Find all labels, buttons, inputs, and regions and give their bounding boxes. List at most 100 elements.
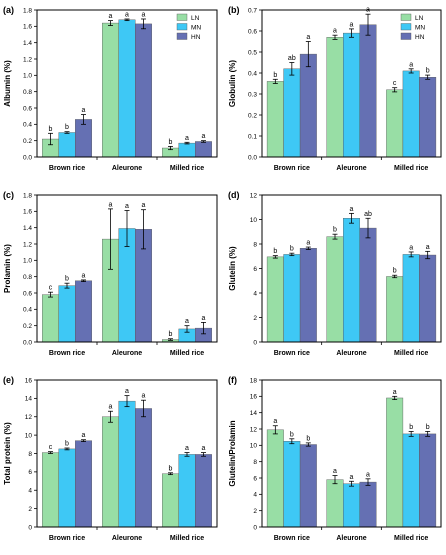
legend-label: MN [415,24,425,31]
significance-letter: ab [288,55,296,62]
y-tick-label: 4 [253,492,257,499]
significance-letter: b [426,424,430,431]
significance-letter: b [333,227,337,234]
significance-letter: a [409,244,413,251]
bar-MN-brown-rice [58,448,76,528]
bar-LN-milled-rice [386,89,404,158]
significance-letter: a [185,135,189,142]
y-tick-label: 2 [28,506,32,513]
panel-label: (a) [3,5,14,15]
x-category-label: Brown rice [274,350,310,357]
y-tick-label: 16 [250,394,258,401]
y-tick-label: 6 [253,475,257,482]
bar-LN-brown-rice [266,256,284,343]
y-tick-label: 0.8 [23,89,32,96]
bar-HN-milled-rice [195,454,212,528]
plot-frame [36,9,218,158]
y-tick-label: 1.4 [23,225,32,232]
x-category-label: Brown rice [49,535,85,542]
bar-LN-aleurone [326,236,344,343]
significance-letter: b [273,72,277,79]
significance-letter: a [273,418,277,425]
y-tick-label: 0.6 [248,28,257,35]
significance-letter: a [82,107,86,114]
bar-LN-brown-rice [266,81,284,158]
bar-LN-brown-rice [266,429,284,528]
significance-letter: a [82,272,86,279]
y-axis-label: Albumin (%) [3,60,12,107]
y-tick-label: 6 [28,469,32,476]
y-tick-label: 1.0 [23,73,32,80]
significance-letter: b [290,246,294,253]
y-tick-label: 0.8 [23,274,32,281]
bar-MN-aleurone [343,483,360,528]
bar-MN-brown-rice [58,132,76,158]
y-tick-label: 0.6 [23,105,32,112]
bar-HN-milled-rice [419,76,437,158]
y-tick-label: 10 [250,443,258,450]
bar-LN-aleurone [102,416,119,528]
y-tick-label: 10 [250,217,258,224]
legend-label: HN [415,34,425,41]
bar-HN-brown-rice [75,440,92,528]
bar-HN-aleurone [135,408,152,528]
bar-MN-aleurone [118,19,136,158]
significance-letter: c [49,285,53,292]
bar-HN-aleurone [135,23,152,158]
significance-letter: b [169,331,173,338]
bar-HN-aleurone [359,227,377,343]
y-tick-label: 2 [253,508,257,515]
x-category-label: Milled rice [170,165,204,172]
significance-letter: b [65,276,69,283]
significance-letter: a [366,471,370,478]
legend-label: HN [191,34,201,41]
y-tick-label: 0.4 [23,122,32,129]
bar-HN-milled-rice [419,254,437,343]
significance-letter: a [202,315,206,322]
y-axis-label: Glutelin/Prolamin [228,420,237,486]
y-tick-label: 12 [250,192,258,199]
x-category-label: Brown rice [49,165,85,172]
significance-letter: a [333,468,337,475]
y-tick-label: 0.2 [23,323,32,330]
bar-MN-brown-rice [283,441,301,528]
y-tick-label: 0.5 [248,49,257,56]
significance-letter: a [409,61,413,68]
bar-MN-brown-rice [283,68,301,158]
y-tick-label: 12 [25,414,33,421]
x-category-label: Brown rice [274,165,310,172]
y-tick-label: 0.2 [248,112,257,119]
legend-swatch-MN [400,23,412,31]
significance-letter: a [125,11,129,18]
significance-letter: c [49,444,53,451]
bar-MN-milled-rice [402,70,420,158]
significance-letter: a [350,474,354,481]
significance-letter: b [426,68,430,75]
significance-letter: a [82,432,86,439]
bar-HN-milled-rice [195,141,212,158]
significance-letter: a [125,203,129,210]
y-tick-label: 1.2 [23,241,32,248]
y-tick-label: 0.4 [23,307,32,314]
y-tick-label: 0.0 [248,154,257,161]
significance-letter: a [333,28,337,35]
plot-frame [36,379,218,528]
legend-swatch-LN [176,13,188,21]
x-category-label: Aleurone [112,350,142,357]
y-tick-label: 0.7 [248,7,257,14]
significance-letter: a [185,318,189,325]
y-tick-label: 0.4 [248,70,257,77]
bar-LN-milled-rice [386,276,404,343]
y-tick-label: 14 [250,410,258,417]
significance-letter: a [142,202,146,209]
x-category-label: Aleurone [336,350,366,357]
bar-MN-brown-rice [58,285,76,343]
y-tick-label: 1.2 [23,56,32,63]
legend-swatch-HN [400,32,412,40]
plot-frame [261,9,442,158]
x-category-label: Milled rice [170,535,204,542]
y-tick-label: 4 [28,488,32,495]
bar-MN-aleurone [343,32,360,158]
bar-MN-milled-rice [402,433,420,528]
